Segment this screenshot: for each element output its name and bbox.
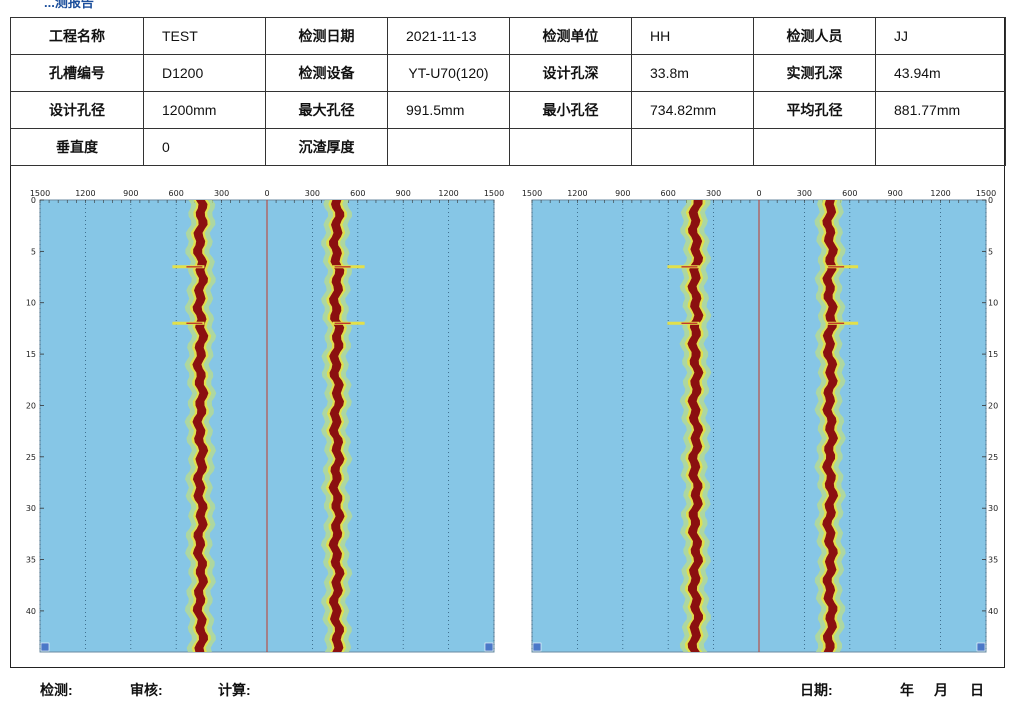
info-key: 检测单位 (509, 17, 632, 55)
info-value: YT-U70(120) (387, 54, 510, 92)
footer-day: 日 (970, 682, 984, 698)
x-tick-label: 600 (169, 189, 184, 198)
wall-trace (822, 200, 839, 652)
info-value: 1200mm (143, 91, 266, 129)
info-key: 孔槽编号 (10, 54, 144, 92)
y-tick-label: 40 (26, 607, 36, 616)
footer-calculator: 计算: (218, 682, 251, 698)
info-value: JJ (875, 17, 1006, 55)
wall-trace (687, 200, 704, 652)
caliper-chart-right: 1500 1200 900 600 300 0 300 600 900 1200 150005101… (522, 189, 998, 653)
x-tick-label: 1500 (484, 189, 504, 198)
info-key: 平均孔径 (753, 91, 876, 129)
info-key: 最大孔径 (265, 91, 388, 129)
info-key (753, 128, 876, 166)
y-tick-label: 10 (26, 299, 36, 308)
footer-month: 月 (934, 682, 948, 698)
info-value: 991.5mm (387, 91, 510, 129)
y-tick-label: 15 (26, 350, 36, 359)
info-key: 检测设备 (265, 54, 388, 92)
info-key: 设计孔深 (509, 54, 632, 92)
x-tick-label: 900 (888, 189, 903, 198)
y-tick-label: 30 (26, 504, 36, 513)
y-tick-label: 0 (988, 196, 993, 205)
x-tick-label: 300 (706, 189, 721, 198)
x-tick-label: 900 (396, 189, 411, 198)
y-tick-label: 15 (988, 350, 998, 359)
x-tick-label: 1200 (567, 189, 587, 198)
x-tick-label: 600 (350, 189, 365, 198)
info-key (509, 128, 632, 166)
x-tick-label: 900 (123, 189, 138, 198)
footer-date: 日期: (800, 682, 833, 698)
info-value (875, 128, 1006, 166)
y-tick-label: 40 (988, 607, 998, 616)
y-tick-label: 25 (26, 453, 36, 462)
wall-trace (328, 200, 345, 652)
x-tick-label: 1500 (522, 189, 542, 198)
info-key: 垂直度 (10, 128, 144, 166)
footer-reviewer: 审核: (130, 682, 163, 698)
y-tick-label: 20 (26, 401, 36, 410)
wall-trace (192, 200, 209, 652)
x-tick-label: 0 (264, 189, 269, 198)
y-tick-label: 25 (988, 453, 998, 462)
info-value (631, 128, 754, 166)
x-tick-label: 0 (756, 189, 761, 198)
info-value: D1200 (143, 54, 266, 92)
y-tick-label: 0 (31, 196, 36, 205)
footer-year: 年 (900, 682, 914, 698)
x-tick-label: 1200 (438, 189, 458, 198)
info-row: 设计孔径 1200mm 最大孔径 991.5mm 最小孔径 734.82mm 平均孔径 881… (10, 91, 1006, 129)
info-value (387, 128, 510, 166)
x-tick-label: 900 (615, 189, 630, 198)
x-tick-label: 300 (797, 189, 812, 198)
x-tick-label: 600 (661, 189, 676, 198)
info-value: 734.82mm (631, 91, 754, 129)
a-icon (40, 642, 50, 652)
x-icon (484, 642, 494, 652)
x-tick-label: 1200 (75, 189, 95, 198)
info-key: 检测日期 (265, 17, 388, 55)
y-tick-label: 5 (31, 247, 36, 256)
info-value: 881.77mm (875, 91, 1006, 129)
info-row: 孔槽编号 D1200 检测设备 YT-U70(120) 设计孔深 33.8m 实测孔深 43.… (10, 54, 1006, 92)
info-value: 43.94m (875, 54, 1006, 92)
info-key: 工程名称 (10, 17, 144, 55)
info-row: 工程名称 TEST 检测日期 2021-11-13 检测单位 HH 检测人员 JJ (10, 17, 1006, 55)
info-key: 最小孔径 (509, 91, 632, 129)
y-tick-label: 30 (988, 504, 998, 513)
info-table: 工程名称 TEST 检测日期 2021-11-13 检测单位 HH 检测人员 JJ 孔槽编号 D1… (10, 17, 1006, 166)
x-tick-label: 300 (214, 189, 229, 198)
report-title: ...测报告 (44, 0, 94, 10)
y-tick-label: 10 (988, 299, 998, 308)
y-tick-label: 35 (26, 556, 36, 565)
info-value: 33.8m (631, 54, 754, 92)
info-value: HH (631, 17, 754, 55)
info-value: 0 (143, 128, 266, 166)
x-tick-label: 1200 (930, 189, 950, 198)
y-tick-label: 5 (988, 247, 993, 256)
info-row: 垂直度 0 沉渣厚度 (10, 128, 1006, 166)
x-tick-label: 1500 (976, 189, 996, 198)
y-icon (976, 642, 986, 652)
info-key: 沉渣厚度 (265, 128, 388, 166)
footer-inspector: 检测: (40, 682, 73, 698)
y-tick-label: 35 (988, 556, 998, 565)
info-key: 设计孔径 (10, 91, 144, 129)
y-tick-label: 20 (988, 401, 998, 410)
x-tick-label: 300 (305, 189, 320, 198)
info-key: 实测孔深 (753, 54, 876, 92)
x-tick-label: 600 (842, 189, 857, 198)
info-value: 2021-11-13 (387, 17, 510, 55)
info-key: 检测人员 (753, 17, 876, 55)
x-tick-label: 1500 (30, 189, 50, 198)
info-value: TEST (143, 17, 266, 55)
y-icon (532, 642, 542, 652)
caliper-chart-left: 1500 1200 900 600 300 0 300 600 900 1200 150005101… (26, 189, 504, 653)
